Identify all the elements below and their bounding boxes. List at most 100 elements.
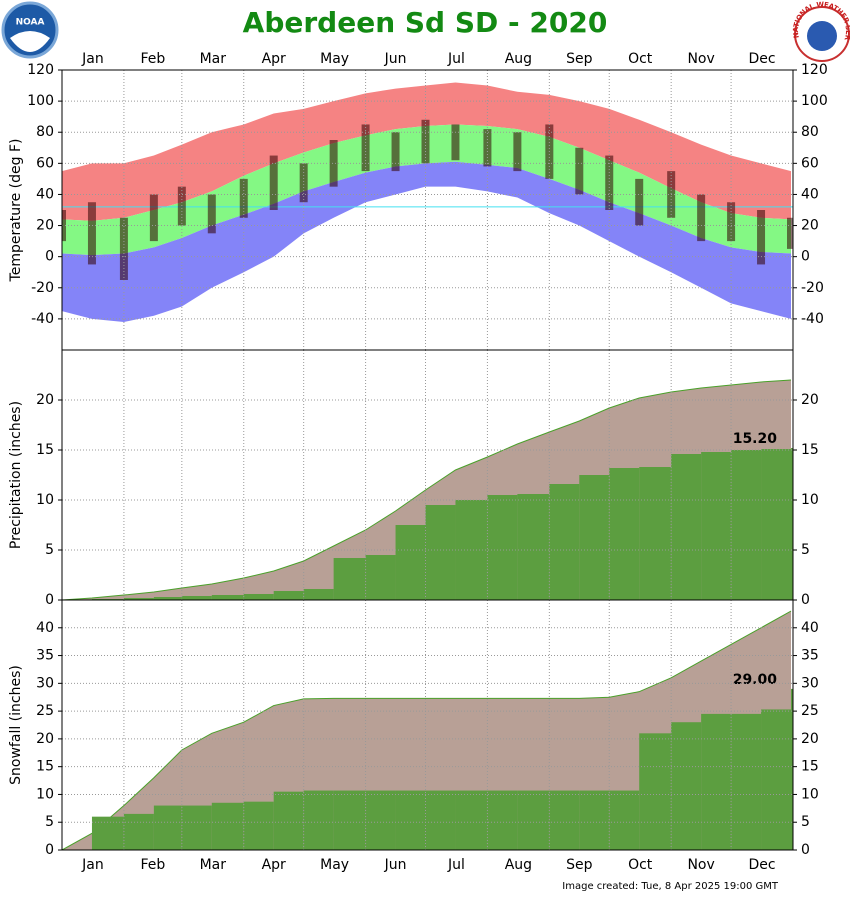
x-tick-label: Oct <box>628 51 653 67</box>
observed-range-bar <box>635 178 644 226</box>
observed-range-bar <box>299 163 308 203</box>
observed-step <box>639 733 672 850</box>
y-axis-label: Precipitation (inches) <box>8 401 24 549</box>
x-tick-label: Apr <box>262 857 286 873</box>
observed-range-bar <box>513 132 522 172</box>
observed-step <box>549 484 580 600</box>
x-tick-label: Sep <box>566 857 593 873</box>
observed-step <box>487 495 518 600</box>
y-tick-label: 0 <box>45 592 54 608</box>
observed-step <box>639 467 672 600</box>
y-tick-label: 10 <box>36 786 54 802</box>
y-tick-label: 30 <box>36 675 54 691</box>
x-tick-label: Mar <box>200 51 227 67</box>
y-tick-label-right: -40 <box>801 311 824 327</box>
observed-step <box>181 596 212 600</box>
observed-step <box>791 688 793 850</box>
observed-range-bar <box>87 202 96 265</box>
y-tick-label-right: 0 <box>801 249 810 265</box>
y-tick-label: 80 <box>36 124 54 140</box>
observed-range-bar <box>757 210 766 265</box>
y-tick-label-right: 25 <box>801 703 819 719</box>
observed-step <box>609 468 640 600</box>
observed-step <box>549 790 580 850</box>
y-tick-label-right: 10 <box>801 492 819 508</box>
observed-step <box>365 790 396 850</box>
y-tick-label-right: 60 <box>801 155 819 171</box>
x-tick-label: Feb <box>140 857 165 873</box>
normal-area <box>62 611 792 850</box>
y-tick-label: 5 <box>45 542 54 558</box>
observed-step <box>153 805 182 850</box>
x-tick-label: Jun <box>384 857 407 873</box>
observed-step <box>671 722 702 850</box>
y-tick-label: 0 <box>45 249 54 265</box>
x-tick-label: Jul <box>447 857 465 873</box>
observed-step <box>731 450 762 600</box>
value-label: 15.20 <box>733 431 778 447</box>
x-tick-label: Jan <box>81 51 104 67</box>
noaa-logo: NOAA <box>1 1 59 59</box>
observed-step <box>273 591 304 600</box>
observed-step <box>333 790 366 850</box>
y-tick-label: 40 <box>36 186 54 202</box>
observed-step <box>211 595 244 600</box>
y-tick-label: 20 <box>36 731 54 747</box>
y-tick-label: 5 <box>45 814 54 830</box>
plot-area <box>62 379 793 600</box>
y-tick-label: 100 <box>27 93 54 109</box>
observed-step <box>153 597 182 600</box>
observed-step <box>609 790 640 850</box>
record-low-band <box>62 161 792 322</box>
observed-step <box>425 505 456 600</box>
observed-range-bar <box>697 194 706 242</box>
observed-step <box>303 790 334 850</box>
observed-range-bar <box>451 124 460 161</box>
x-tick-label: May <box>320 51 349 67</box>
observed-step <box>243 594 274 600</box>
observed-step <box>211 802 244 850</box>
observed-step <box>91 816 124 850</box>
observed-step <box>517 790 550 850</box>
observed-step <box>701 713 732 850</box>
x-tick-label: Jul <box>447 51 465 67</box>
y-tick-label-right: 80 <box>801 124 819 140</box>
y-tick-label: 20 <box>36 392 54 408</box>
x-tick-label: May <box>320 857 349 873</box>
record-high-band <box>62 82 792 221</box>
observed-step <box>123 598 154 600</box>
chart-title: Aberdeen Sd SD - 2020 <box>243 6 608 39</box>
x-tick-label: Aug <box>505 857 532 873</box>
y-tick-label-right: 100 <box>801 93 828 109</box>
x-tick-label: Mar <box>200 857 227 873</box>
x-tick-label: Sep <box>566 51 593 67</box>
observed-step <box>303 589 334 600</box>
observed-range-bar <box>62 210 66 242</box>
observed-step <box>395 790 426 850</box>
y-tick-label-right: 5 <box>801 542 810 558</box>
y-tick-label: 15 <box>36 759 54 775</box>
x-tick-label: Dec <box>748 51 775 67</box>
observed-range-bar <box>329 140 338 187</box>
observed-step <box>365 555 396 600</box>
y-tick-label-right: 35 <box>801 648 819 664</box>
x-tick-label: Feb <box>140 51 165 67</box>
observed-step <box>761 709 792 850</box>
observed-range-bar <box>207 194 216 234</box>
y-tick-label: 60 <box>36 155 54 171</box>
observed-range-bar <box>391 132 400 172</box>
y-tick-label: -40 <box>31 311 54 327</box>
y-tick-label-right: 20 <box>801 731 819 747</box>
y-tick-label-right: 0 <box>801 842 810 858</box>
x-tick-label: Aug <box>505 51 532 67</box>
y-tick-label: 20 <box>36 218 54 234</box>
y-tick-label-right: 120 <box>801 62 828 78</box>
observed-range-bar <box>239 178 248 218</box>
y-tick-label: 120 <box>27 62 54 78</box>
y-tick-label-right: 15 <box>801 759 819 775</box>
nws-logo-disc <box>807 21 837 51</box>
observed-step <box>517 494 550 600</box>
y-tick-label: -20 <box>31 280 54 296</box>
observed-step <box>671 454 702 600</box>
observed-step <box>731 713 762 850</box>
